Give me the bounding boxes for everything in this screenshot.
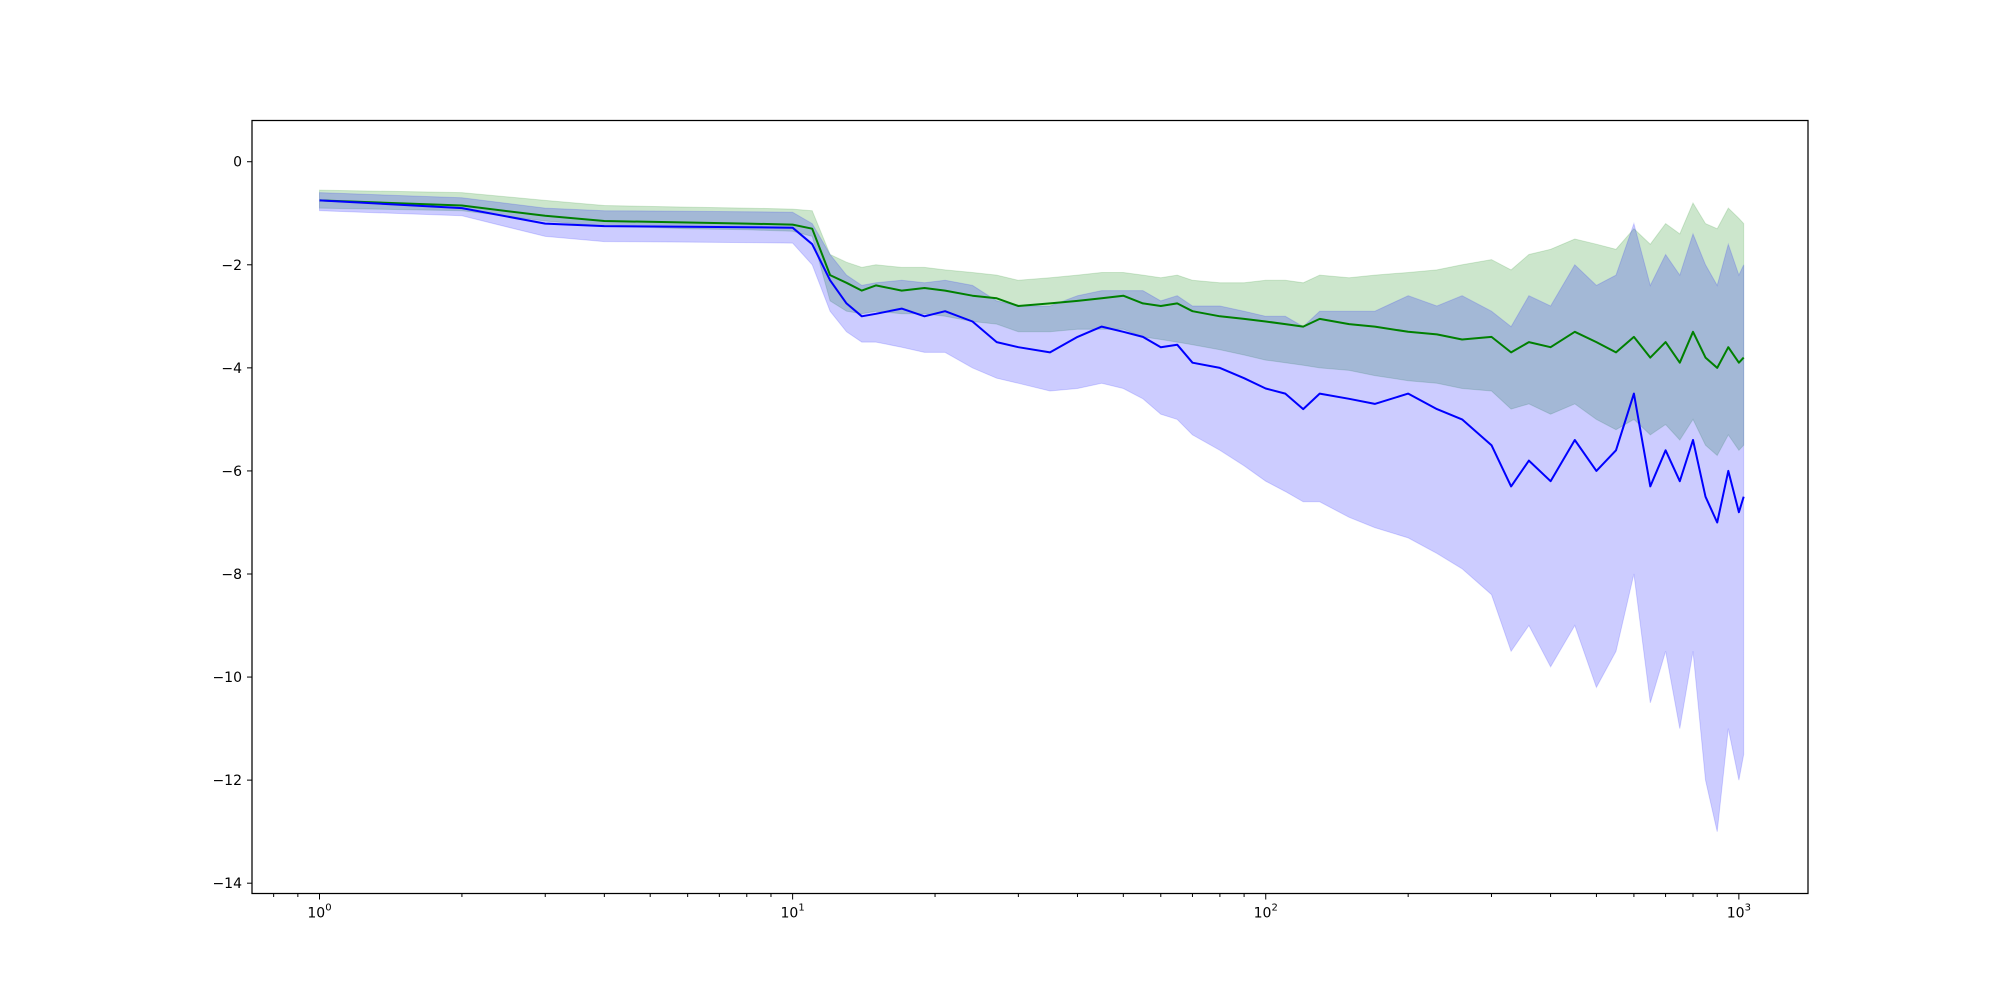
confidence-bands [319, 189, 1745, 832]
line-series-2 [319, 199, 1745, 524]
y-axis: 0 −2 −4 −6 −8 −10 −12 −14 [212, 155, 252, 892]
y-tick-label: −14 [212, 876, 242, 892]
x-axis: 100 101 102 103 [273, 893, 1751, 922]
band-series-1 [319, 189, 1745, 457]
y-tick-label: −10 [212, 670, 242, 686]
y-tick-label: −2 [221, 258, 242, 274]
line-series-1 [319, 199, 1745, 369]
band-series-2 [319, 192, 1745, 832]
plot-frame [251, 119, 1809, 895]
x-tick-label: 102 [1254, 903, 1278, 922]
x-tick-label: 101 [781, 903, 805, 922]
y-tick-label: −8 [221, 567, 242, 583]
mean-lines [319, 199, 1745, 524]
y-tick-label: −12 [212, 773, 242, 789]
y-tick-label: −6 [221, 464, 242, 480]
y-tick-label: 0 [233, 155, 242, 171]
x-tick-label: 100 [307, 903, 331, 922]
y-tick-label: −4 [221, 361, 242, 377]
x-tick-label: 103 [1727, 903, 1751, 922]
